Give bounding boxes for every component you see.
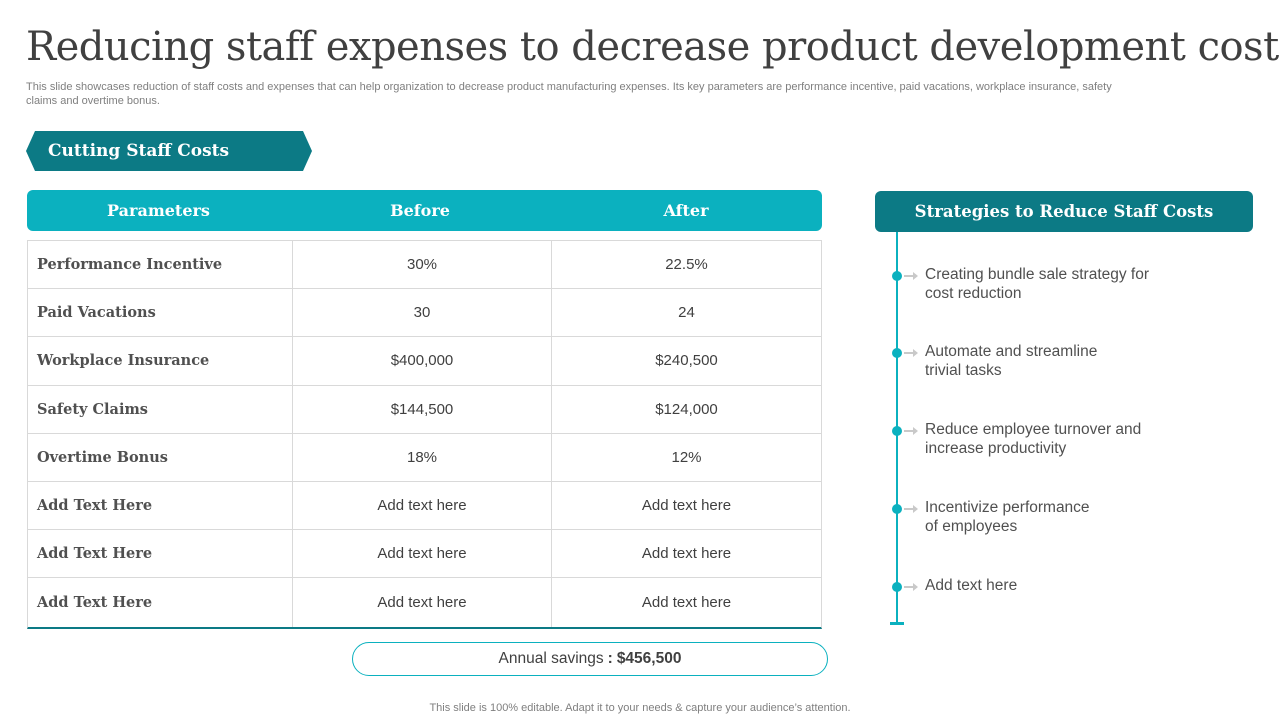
timeline-dot-icon — [892, 582, 902, 592]
strategy-line: trivial tasks — [925, 362, 1002, 379]
header-before: Before — [390, 201, 450, 220]
parameter-cell: Paid Vacations — [28, 289, 293, 337]
header-after: After — [663, 201, 709, 220]
page-subtitle: This slide showcases reduction of staff … — [26, 81, 1112, 107]
table-row: Add Text Here Add text here Add text her… — [28, 530, 821, 579]
strategy-line: Incentivize performance — [925, 499, 1090, 516]
parameter-cell: Performance Incentive — [28, 241, 293, 289]
table-row: Overtime Bonus 18% 12% — [28, 433, 821, 482]
annual-savings-box: Annual savings : $456,500 — [352, 642, 828, 676]
strategy-line: Reduce employee turnover and — [925, 421, 1142, 438]
before-cell: 30% — [293, 241, 552, 289]
arrow-right-icon — [904, 272, 918, 280]
before-cell: 30 — [293, 289, 552, 337]
before-cell: $144,500 — [293, 385, 552, 433]
timeline-dot-icon — [892, 348, 902, 358]
savings-separator: : — [607, 650, 613, 667]
table-row: Safety Claims $144,500 $124,000 — [28, 385, 821, 434]
table-row: Workplace Insurance $400,000 $240,500 — [28, 337, 821, 386]
after-cell: $124,000 — [655, 400, 718, 418]
strategy-text: Creating bundle sale strategy for cost r… — [925, 265, 1165, 303]
parameter-cell: Add Text Here — [28, 481, 293, 530]
after-cell: Add text here — [641, 545, 732, 563]
parameter-cell: Add Text Here — [28, 578, 293, 627]
staff-cost-table: Performance Incentive 30% 22.5% Paid Vac… — [27, 240, 822, 629]
after-cell: $240,500 — [655, 352, 718, 370]
timeline-end-cap — [890, 622, 904, 625]
strategy-line: Automate and streamline — [925, 343, 1098, 360]
before-cell: 18% — [293, 433, 552, 481]
timeline-dot-icon — [892, 504, 902, 514]
strategy-line: Add text here — [925, 577, 1018, 594]
strategy-text: Automate and streamline trivial tasks — [925, 342, 1165, 380]
timeline-dot-icon — [892, 271, 902, 281]
after-cell: Add text here — [641, 593, 732, 611]
table-row: Performance Incentive 30% 22.5% — [28, 241, 821, 290]
header-parameters: Parameters — [107, 201, 210, 220]
table-row: Add Text Here Add text here Add text her… — [28, 578, 821, 627]
strategies-header: Strategies to Reduce Staff Costs — [875, 191, 1253, 232]
strategy-line: of employees — [925, 518, 1018, 535]
strategy-text: Reduce employee turnover and increase pr… — [925, 420, 1165, 458]
table-header: Parameters Before After — [27, 190, 822, 231]
footer-note: This slide is 100% editable. Adapt it to… — [429, 702, 851, 714]
section-tag: Cutting Staff Costs — [26, 131, 312, 171]
timeline-dot-icon — [892, 426, 902, 436]
page-title: Reducing staff expenses to decrease prod… — [26, 24, 1279, 70]
parameter-cell: Safety Claims — [28, 385, 293, 433]
parameter-cell: Overtime Bonus — [28, 433, 293, 481]
strategy-text: Incentivize performance of employees — [925, 498, 1165, 536]
table-row: Add Text Here Add text here Add text her… — [28, 481, 821, 531]
parameter-cell: Add Text Here — [28, 530, 293, 578]
savings-label: Annual savings — [498, 650, 604, 667]
parameter-cell: Workplace Insurance — [28, 337, 293, 385]
before-cell: Add text here — [293, 578, 552, 627]
after-cell: Add text here — [641, 497, 732, 515]
arrow-right-icon — [904, 583, 918, 591]
arrow-right-icon — [904, 505, 918, 513]
arrow-right-icon — [904, 349, 918, 357]
arrow-right-icon — [904, 427, 918, 435]
strategy-text: Add text here — [925, 576, 1165, 595]
after-cell: 24 — [678, 304, 695, 322]
savings-value: $456,500 — [616, 650, 682, 667]
before-cell: $400,000 — [293, 337, 552, 385]
after-cell: 22.5% — [665, 256, 708, 274]
before-cell: Add text here — [293, 530, 552, 578]
after-cell: 12% — [671, 448, 702, 466]
strategy-line: Creating bundle sale strategy for — [925, 266, 1150, 283]
strategy-line: cost reduction — [925, 285, 1022, 302]
before-cell: Add text here — [293, 481, 552, 530]
strategy-line: increase productivity — [925, 440, 1067, 457]
table-row: Paid Vacations 30 24 — [28, 289, 821, 338]
